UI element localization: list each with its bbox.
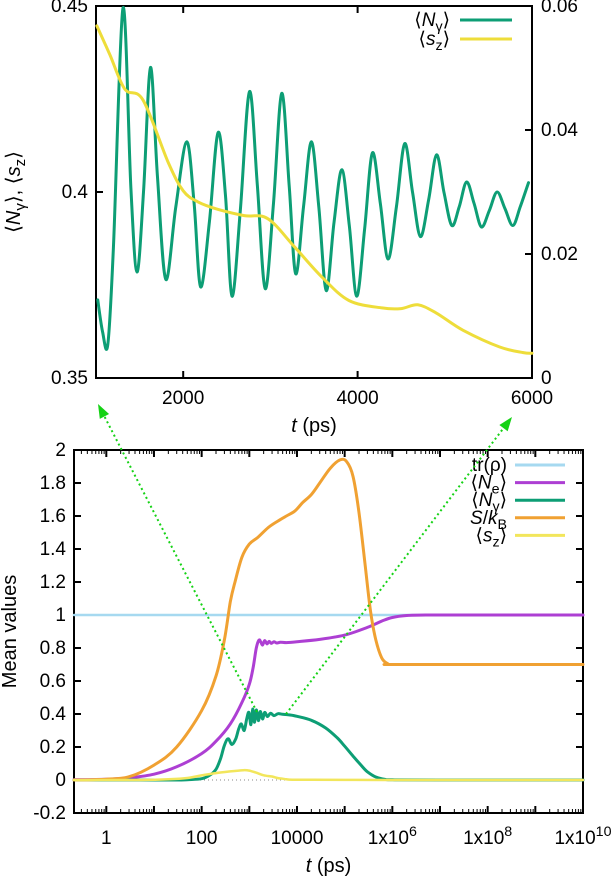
bottom-legend-label: S/kB xyxy=(470,508,507,533)
bottom-x-tick-label: 1x108 xyxy=(463,824,512,849)
bottom-legend-label: ⟨Ne⟩ xyxy=(470,473,507,498)
zoom-arrow-left-shaft xyxy=(102,414,258,713)
bottom-x-tick-label: 100 xyxy=(186,828,218,849)
bottom-chart-curve-n-e xyxy=(72,613,585,782)
bottom-y-tick-label: 0.8 xyxy=(40,638,66,659)
bottom-x-tick-label: 1 xyxy=(101,828,112,849)
zoom-arrow-right-shaft xyxy=(285,425,506,715)
zoom-arrows xyxy=(98,404,512,715)
top-chart-curve-n-gamma xyxy=(96,6,530,351)
zoom-arrow-right-head xyxy=(499,417,512,432)
top-legend-label: ⟨sz⟩ xyxy=(419,29,450,54)
bottom-plot-border xyxy=(73,449,584,814)
top-yleft-tick-label: 0.35 xyxy=(51,368,88,389)
bottom-y-tick-label: -0.2 xyxy=(33,803,66,824)
bottom-y-tick-label: 1.8 xyxy=(40,473,66,494)
top-yright-tick-label: 0.04 xyxy=(541,120,578,141)
top-yleft-tick-label: 0.4 xyxy=(62,182,89,203)
top-xaxis-title: t (ps) xyxy=(291,415,337,437)
top-chart: 2000 4000 6000 0.35 0.4 0.45 0 0.02 0.04 0.06 t (p… xyxy=(3,0,578,437)
bottom-y-tick-label: 0 xyxy=(55,770,66,791)
top-yaxis-title: ⟨Nγ⟩, ⟨sz⟩ xyxy=(3,151,29,233)
bottom-y-tick-label: 2 xyxy=(55,440,66,461)
top-plot-border xyxy=(95,5,533,379)
bottom-y-tick-label: 0.6 xyxy=(40,671,66,692)
top-x-tick-label: 2000 xyxy=(162,388,204,409)
bottom-x-tick-label: 1x1010 xyxy=(554,824,611,849)
top-legend-label: ⟨Nγ⟩ xyxy=(414,10,450,35)
top-x-tick-label: 4000 xyxy=(336,388,378,409)
bottom-legend-label: tr(ρ) xyxy=(472,455,507,476)
top-yleft-tick-label: 0.45 xyxy=(51,0,88,17)
top-yright-tick-label: 0.02 xyxy=(541,244,578,265)
bottom-y-tick-label: 0.2 xyxy=(40,737,66,758)
top-x-tick-label: 6000 xyxy=(511,388,553,409)
top-yright-tick-label: 0 xyxy=(541,368,552,389)
top-yright-tick-label: 0.06 xyxy=(541,0,578,17)
bottom-chart-curve-entropy xyxy=(72,457,585,782)
bottom-y-tick-label: 1.4 xyxy=(40,539,67,560)
bottom-xaxis-title: t (ps) xyxy=(306,855,352,877)
bottom-y-tick-label: 1 xyxy=(55,605,66,626)
bottom-y-tick-label: 0.4 xyxy=(40,704,67,725)
bottom-legend-label: ⟨sz⟩ xyxy=(476,525,507,550)
bottom-y-tick-label: 1.2 xyxy=(40,572,66,593)
bottom-yaxis-title: Mean values xyxy=(0,575,21,688)
zoom-arrow-left-head xyxy=(98,404,110,419)
bottom-chart: 1 100 10000 1x106 1x108 1x1010 -0.2 0 0.2 0.4 0.6 0… xyxy=(0,440,612,877)
bottom-x-tick-label: 1x106 xyxy=(368,824,417,849)
bottom-legend-label: ⟨Nγ⟩ xyxy=(471,490,507,515)
bottom-x-tick-label: 10000 xyxy=(271,828,324,849)
top-chart-curve-s-z xyxy=(95,24,534,355)
bottom-chart-curve-s-z xyxy=(72,768,585,782)
bottom-chart-curve-n-gamma xyxy=(72,707,585,782)
bottom-y-tick-label: 1.6 xyxy=(40,506,66,527)
